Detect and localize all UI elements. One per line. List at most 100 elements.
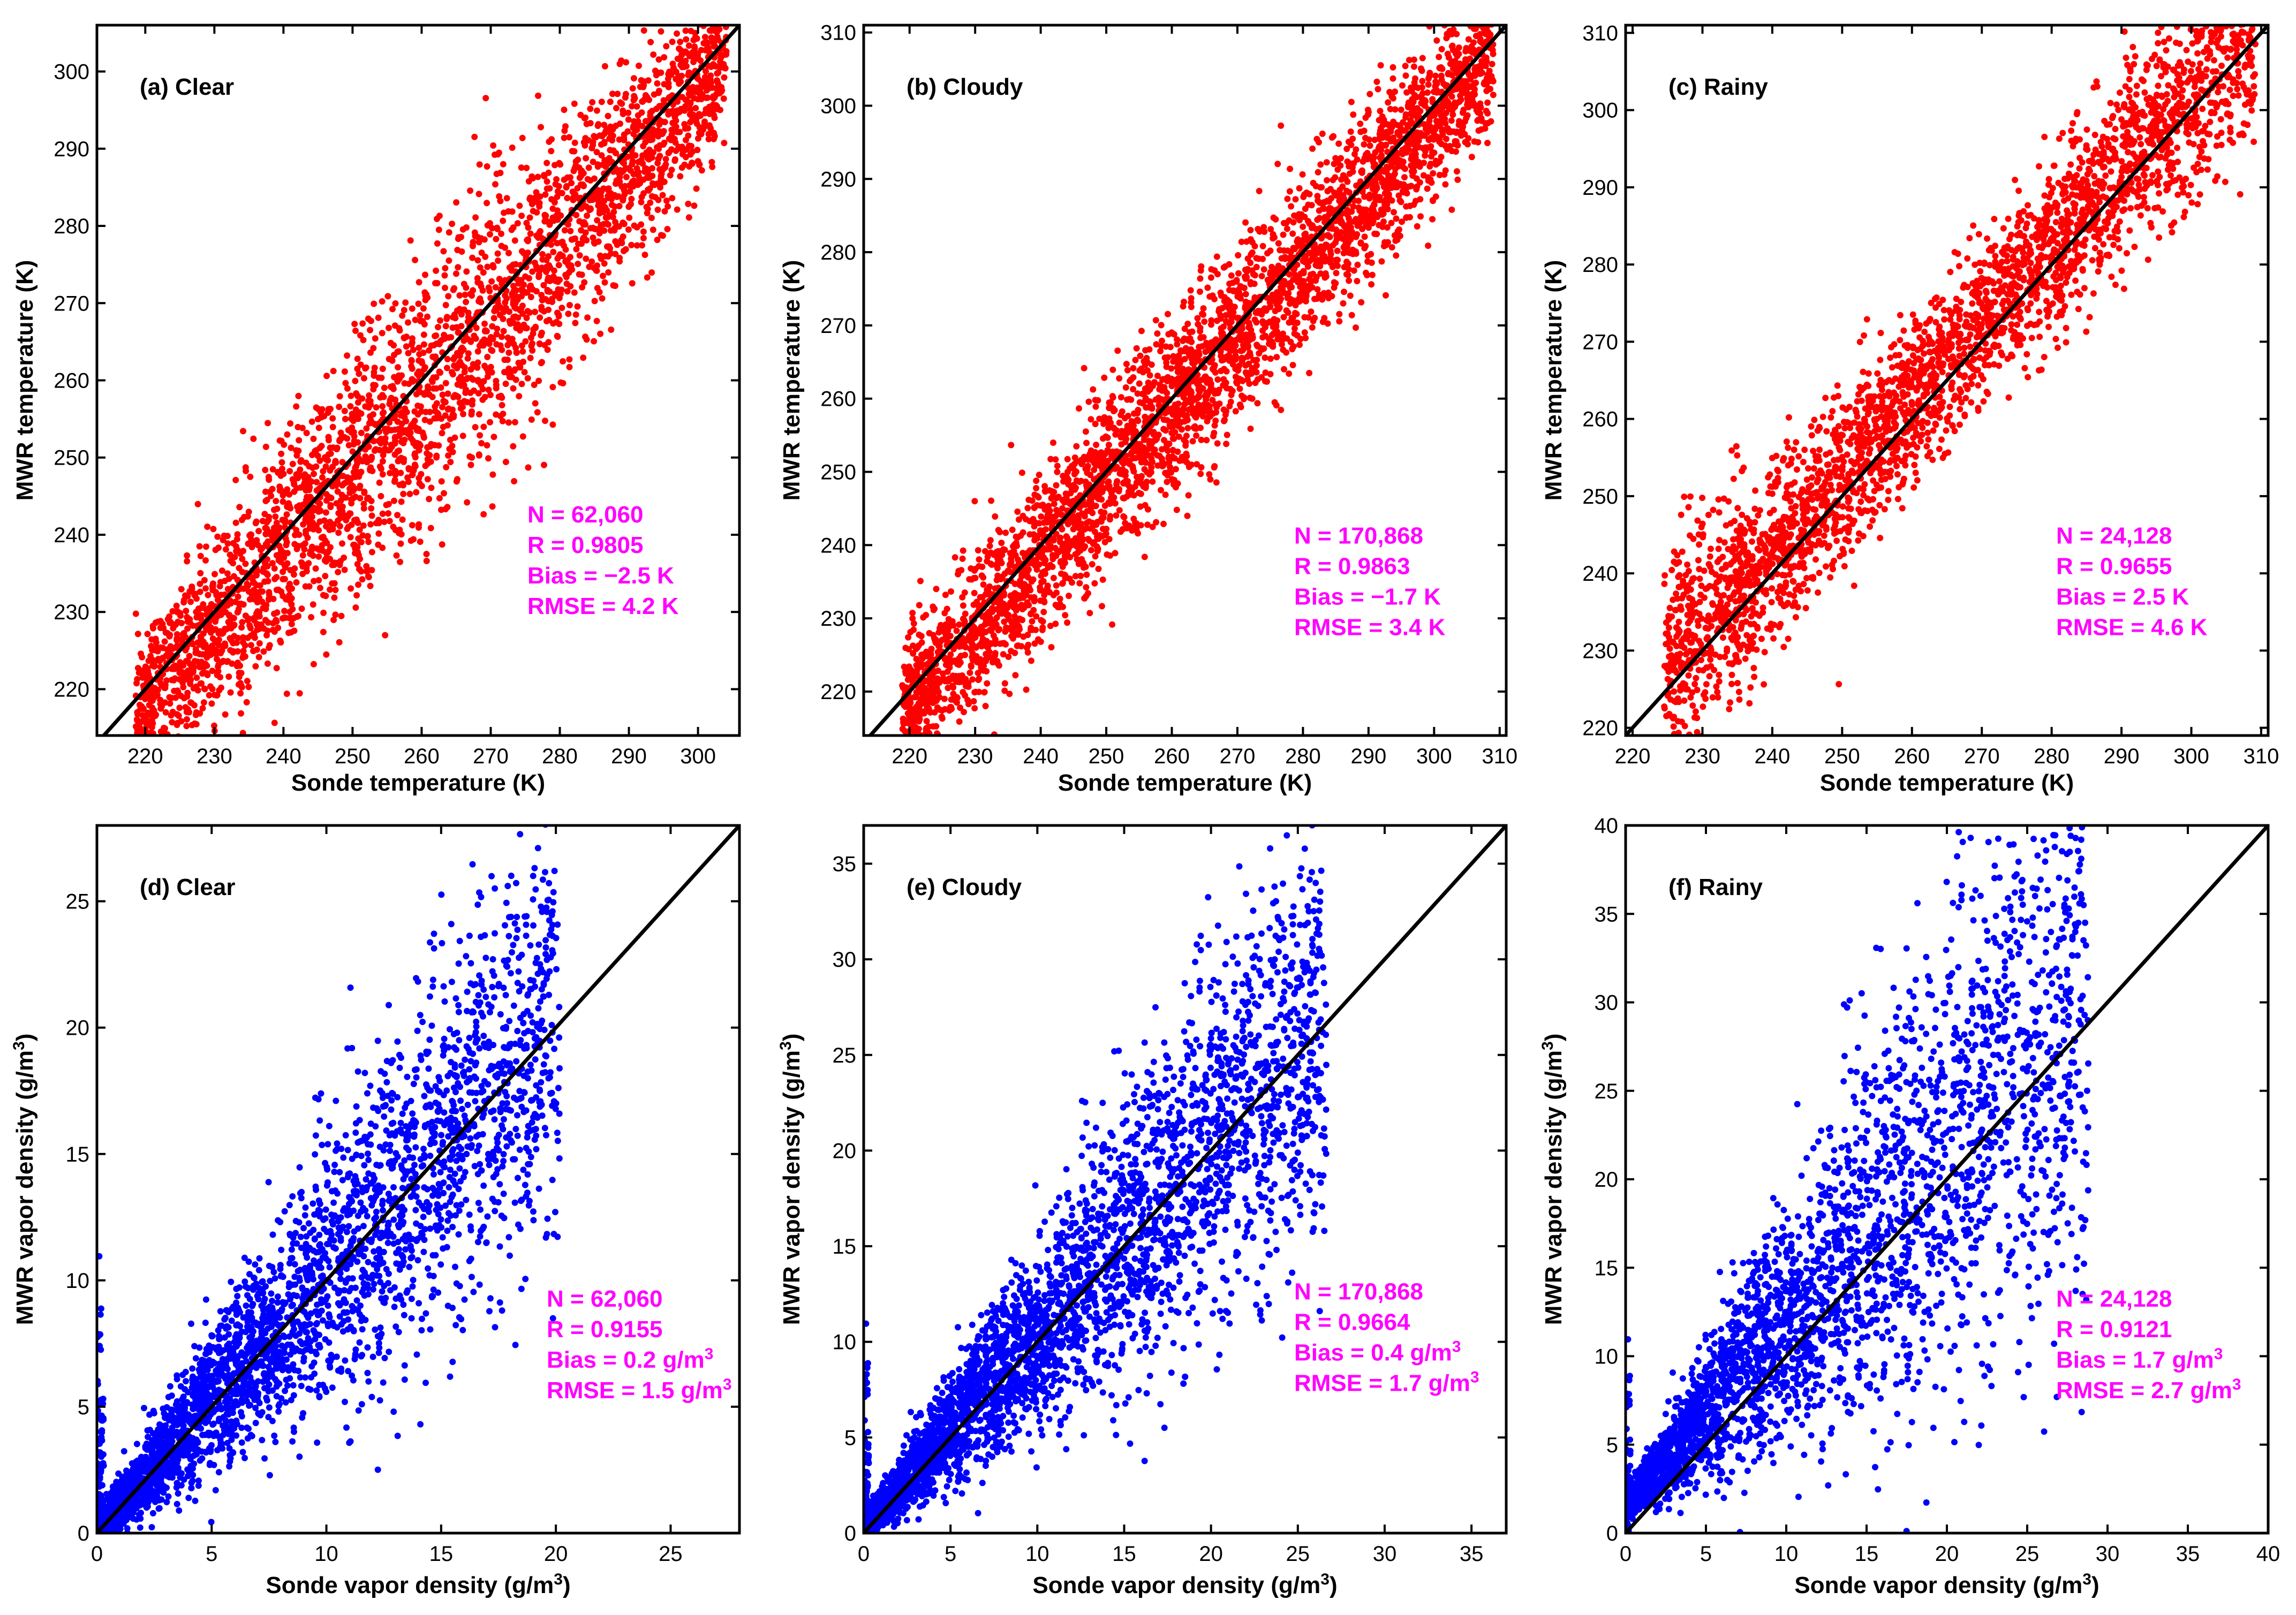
data-point bbox=[1101, 414, 1108, 421]
data-point bbox=[676, 128, 683, 135]
data-point bbox=[581, 279, 588, 286]
data-point bbox=[685, 42, 692, 49]
data-point bbox=[283, 489, 290, 496]
data-point bbox=[639, 98, 646, 105]
data-point bbox=[345, 524, 352, 530]
data-point bbox=[184, 552, 191, 559]
data-point bbox=[1481, 17, 1487, 23]
data-point bbox=[524, 289, 531, 296]
data-point bbox=[193, 614, 200, 621]
data-point bbox=[365, 539, 372, 545]
data-point bbox=[331, 594, 338, 601]
data-point bbox=[601, 122, 608, 128]
data-point bbox=[379, 471, 386, 478]
data-point bbox=[373, 404, 380, 411]
data-point bbox=[511, 237, 518, 244]
data-point bbox=[159, 655, 166, 661]
data-point bbox=[1374, 86, 1381, 93]
data-point bbox=[1095, 565, 1102, 572]
data-point bbox=[475, 378, 481, 385]
data-point bbox=[1137, 503, 1144, 510]
panel-a: 220 230 240 250 260 270 280 290 3002202302402502… bbox=[12, 13, 741, 796]
data-point bbox=[525, 464, 532, 471]
data-point bbox=[399, 312, 406, 319]
data-point bbox=[442, 301, 449, 308]
y-tick-label: 250 bbox=[54, 446, 89, 470]
data-point bbox=[409, 376, 416, 383]
data-point bbox=[682, 125, 689, 132]
data-point bbox=[329, 521, 336, 528]
data-point bbox=[408, 422, 415, 429]
data-point bbox=[529, 340, 535, 347]
data-point bbox=[379, 510, 386, 517]
data-point bbox=[302, 583, 309, 590]
data-point bbox=[674, 206, 681, 213]
data-point bbox=[1334, 247, 1341, 254]
data-point bbox=[474, 359, 481, 366]
data-point bbox=[1034, 492, 1041, 499]
data-point bbox=[299, 571, 306, 578]
data-point bbox=[525, 224, 532, 231]
data-point bbox=[414, 370, 421, 377]
data-point bbox=[265, 619, 271, 626]
data-point bbox=[538, 329, 545, 336]
data-point bbox=[1053, 582, 1060, 589]
data-point bbox=[628, 201, 634, 208]
data-point bbox=[640, 228, 647, 235]
data-point bbox=[247, 473, 254, 480]
data-point bbox=[460, 280, 467, 287]
data-point bbox=[399, 480, 406, 487]
data-point bbox=[423, 551, 430, 557]
data-point bbox=[354, 560, 361, 567]
data-point bbox=[210, 526, 217, 533]
data-point bbox=[271, 506, 277, 513]
data-point bbox=[663, 198, 670, 204]
data-point bbox=[635, 13, 641, 20]
data-point bbox=[327, 544, 334, 551]
data-point bbox=[242, 560, 249, 567]
data-point bbox=[566, 134, 573, 141]
data-point bbox=[596, 289, 603, 295]
data-point bbox=[379, 403, 386, 410]
data-point bbox=[422, 292, 429, 299]
data-point bbox=[511, 478, 518, 484]
data-point bbox=[541, 218, 548, 225]
data-point bbox=[472, 214, 479, 221]
data-point bbox=[614, 90, 621, 97]
data-point bbox=[1099, 576, 1106, 583]
data-point bbox=[528, 416, 535, 423]
data-point bbox=[325, 437, 332, 444]
data-point bbox=[474, 233, 481, 240]
data-point bbox=[606, 135, 613, 142]
data-point bbox=[711, 133, 718, 140]
data-point bbox=[605, 112, 611, 119]
data-point bbox=[697, 112, 704, 119]
data-point bbox=[499, 280, 505, 287]
data-point bbox=[442, 380, 449, 386]
data-point bbox=[405, 465, 412, 472]
data-point bbox=[420, 350, 427, 356]
data-point bbox=[196, 543, 203, 550]
data-point bbox=[239, 556, 246, 562]
data-point bbox=[714, 80, 721, 87]
data-point bbox=[152, 619, 159, 626]
data-point bbox=[571, 148, 578, 155]
data-point bbox=[449, 221, 456, 228]
data-point bbox=[221, 578, 228, 585]
data-point bbox=[409, 335, 416, 342]
data-point bbox=[1417, 213, 1424, 220]
data-point bbox=[301, 475, 308, 482]
stat-bias: Bias = −2.5 K bbox=[527, 563, 674, 589]
data-point bbox=[172, 694, 179, 701]
data-point bbox=[427, 458, 434, 465]
data-point bbox=[474, 257, 481, 264]
data-point bbox=[280, 593, 286, 600]
data-point bbox=[234, 531, 241, 538]
data-point bbox=[238, 670, 245, 677]
data-point bbox=[356, 473, 362, 480]
data-point bbox=[500, 328, 507, 335]
data-point bbox=[160, 683, 167, 690]
data-point bbox=[601, 130, 608, 137]
data-point bbox=[975, 547, 981, 554]
data-point bbox=[401, 436, 408, 443]
